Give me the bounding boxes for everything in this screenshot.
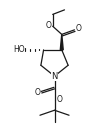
Text: N: N [51,72,58,81]
Text: O: O [56,95,62,104]
Text: O: O [45,21,51,30]
Text: O: O [35,88,41,97]
Text: O: O [76,24,82,33]
Polygon shape [60,34,63,50]
Text: HO: HO [13,45,25,54]
